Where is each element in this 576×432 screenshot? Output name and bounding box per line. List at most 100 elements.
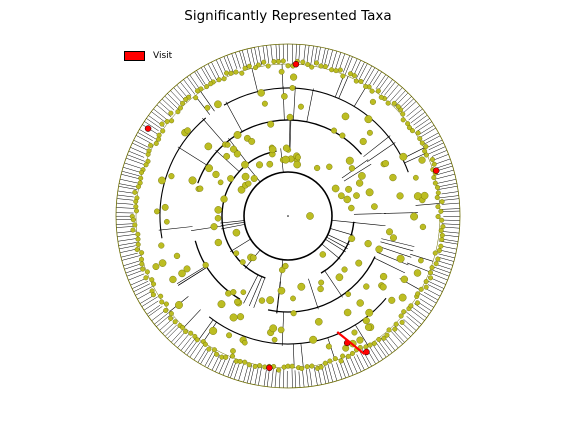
leaf-node bbox=[304, 364, 310, 370]
leaf-node bbox=[237, 358, 243, 364]
clade-arc bbox=[221, 150, 277, 279]
clade-node bbox=[343, 308, 352, 317]
figure-title: Significantly Represented Taxa bbox=[184, 8, 392, 24]
leaf-spoke bbox=[156, 314, 171, 327]
leaf-spoke bbox=[171, 329, 183, 343]
leaf-spoke bbox=[123, 260, 141, 267]
leaf-node bbox=[434, 194, 440, 200]
clade-node bbox=[338, 192, 345, 200]
leaf-node bbox=[395, 104, 401, 110]
clade-node bbox=[169, 275, 177, 284]
leaf-node bbox=[415, 300, 421, 306]
leaf-spoke bbox=[394, 92, 409, 108]
leaf-spoke bbox=[180, 81, 192, 96]
clade-node bbox=[364, 115, 373, 124]
leaf-node bbox=[384, 332, 390, 338]
leaf-spoke bbox=[258, 366, 262, 386]
clade-node bbox=[249, 254, 257, 262]
leaf-node bbox=[246, 362, 252, 368]
clade-node bbox=[356, 299, 364, 307]
branch bbox=[353, 222, 386, 227]
leaf-spoke bbox=[406, 311, 422, 325]
clade-node bbox=[209, 326, 218, 335]
branch bbox=[176, 265, 207, 284]
clade-node bbox=[419, 223, 427, 231]
leaf-spoke bbox=[410, 305, 427, 318]
leaf-node bbox=[130, 217, 136, 223]
clade-node bbox=[158, 242, 165, 249]
leaf-node bbox=[135, 231, 141, 237]
leaf-node bbox=[261, 59, 267, 65]
leaf-spoke bbox=[164, 95, 179, 110]
clade-node bbox=[188, 176, 197, 185]
leaf-spoke bbox=[254, 366, 259, 385]
leaf-spoke bbox=[310, 45, 314, 66]
leaf-node bbox=[271, 59, 277, 65]
leaf-spoke bbox=[203, 65, 214, 83]
leaf-node bbox=[149, 277, 155, 283]
leaf-node bbox=[228, 70, 234, 76]
leaf-spoke bbox=[211, 61, 220, 79]
clade-node bbox=[365, 308, 374, 317]
branch bbox=[289, 118, 292, 151]
leaf-spoke bbox=[432, 269, 450, 277]
leaf-node bbox=[318, 63, 324, 69]
leaf-spoke bbox=[424, 135, 441, 145]
leaf-node bbox=[435, 214, 441, 220]
leaf-spoke bbox=[339, 361, 346, 379]
branch bbox=[202, 118, 225, 144]
leaf-spoke bbox=[356, 61, 365, 79]
leaf-node bbox=[144, 269, 150, 275]
leaf-node bbox=[133, 208, 139, 214]
clade-node bbox=[278, 68, 285, 75]
branch bbox=[282, 86, 285, 121]
leaf-spoke bbox=[406, 105, 421, 117]
clade-node bbox=[297, 103, 304, 110]
leaf-node bbox=[242, 65, 248, 71]
leaf-spoke bbox=[278, 44, 281, 63]
leaf-spoke bbox=[130, 278, 147, 286]
leaf-node bbox=[177, 105, 183, 111]
clade-node bbox=[227, 175, 234, 182]
leaf-node bbox=[193, 95, 199, 101]
leaf-spoke bbox=[124, 162, 141, 169]
leaf-node bbox=[418, 286, 424, 292]
clade-node bbox=[214, 100, 222, 109]
leaf-spoke bbox=[243, 366, 249, 383]
leaf-node bbox=[164, 119, 170, 125]
leaf-spoke bbox=[334, 52, 342, 72]
leaf-spoke bbox=[431, 273, 448, 281]
leaf-node bbox=[367, 342, 373, 348]
leaf-spoke bbox=[167, 93, 181, 107]
leaf-node bbox=[385, 100, 391, 106]
leaf-node bbox=[434, 184, 440, 190]
leaf-node bbox=[163, 301, 169, 307]
branch bbox=[225, 101, 243, 132]
clade-node bbox=[335, 273, 344, 282]
leaf-spoke bbox=[428, 281, 445, 289]
leaf-node bbox=[435, 190, 441, 196]
leaf-spoke bbox=[250, 47, 255, 65]
leaf-spoke bbox=[294, 370, 297, 388]
clade-node bbox=[202, 261, 209, 269]
leaf-spoke bbox=[343, 55, 351, 73]
leaf-spoke bbox=[440, 208, 460, 210]
leaf-node bbox=[322, 360, 328, 366]
leaf-node bbox=[423, 284, 429, 290]
leaf-node bbox=[135, 241, 141, 247]
clade-node bbox=[277, 286, 286, 295]
clade-node bbox=[223, 152, 231, 160]
leaf-spoke bbox=[154, 311, 170, 325]
leaf-spoke bbox=[377, 339, 390, 356]
leaf-node bbox=[436, 248, 442, 254]
clade-node bbox=[290, 73, 298, 81]
leaf-spoke bbox=[408, 108, 423, 121]
leaf-node bbox=[252, 363, 258, 369]
leaf-spoke bbox=[369, 69, 379, 85]
clade-node bbox=[290, 310, 297, 317]
leaf-node bbox=[216, 77, 222, 83]
clade-node bbox=[358, 172, 366, 180]
branch bbox=[355, 324, 369, 346]
leaf-node bbox=[358, 78, 364, 84]
leaf-node bbox=[309, 363, 315, 369]
